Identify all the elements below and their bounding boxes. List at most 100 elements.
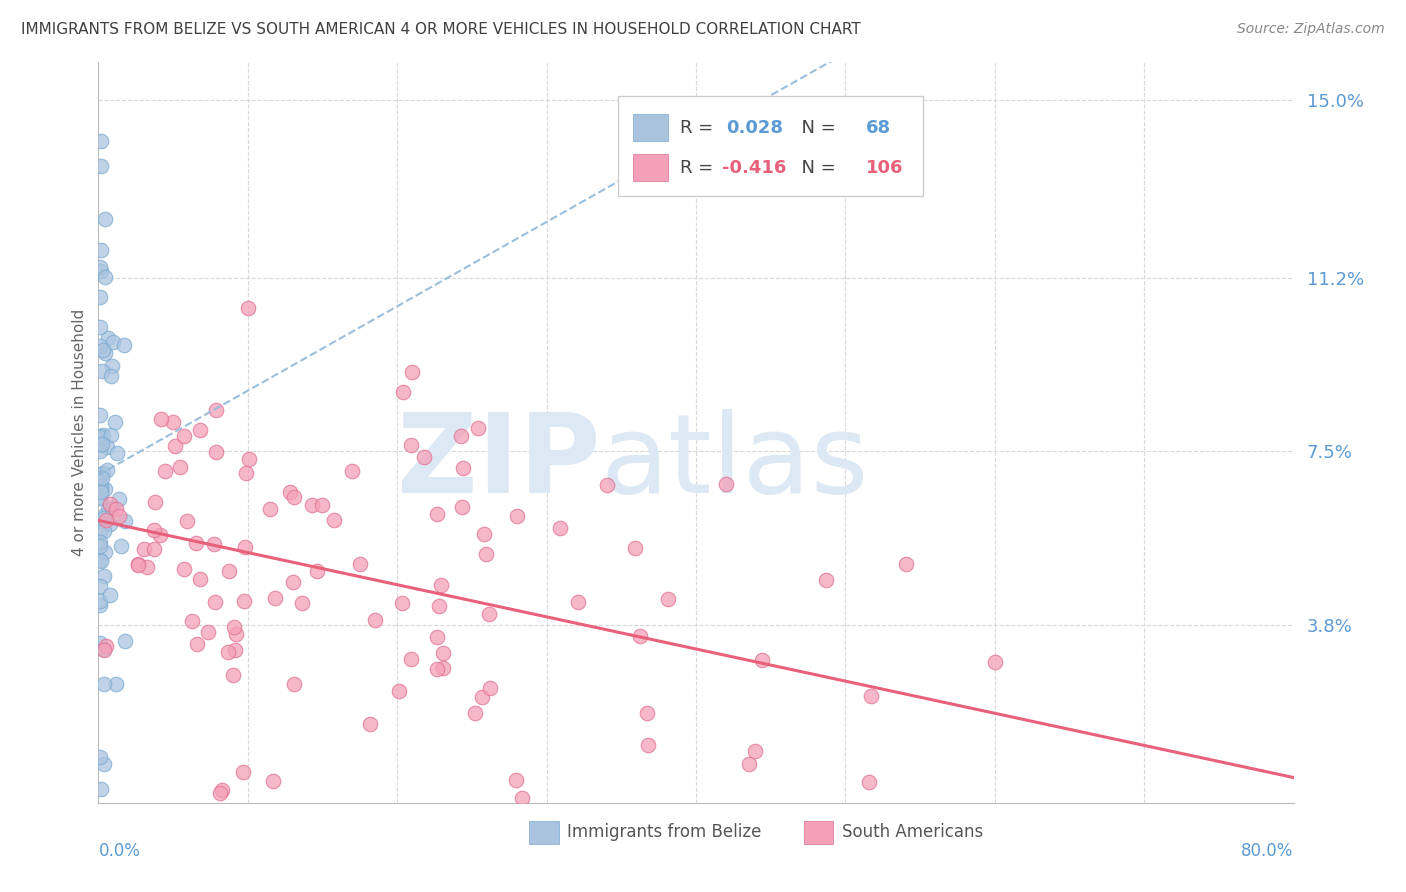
Point <box>464 706 486 720</box>
Point <box>208 786 231 800</box>
Point <box>188 423 211 437</box>
Point <box>142 523 165 537</box>
Point <box>94 544 117 558</box>
Point <box>97 331 120 345</box>
Point <box>90 134 112 148</box>
Point <box>218 564 240 578</box>
Point <box>93 524 115 539</box>
Point <box>93 642 115 657</box>
Point <box>399 651 422 665</box>
Point <box>153 463 176 477</box>
Point <box>307 565 329 579</box>
Point <box>108 491 131 506</box>
Point <box>291 596 314 610</box>
Point <box>90 437 112 451</box>
Point <box>858 774 880 789</box>
Text: ZIP: ZIP <box>396 409 600 516</box>
Point <box>90 554 112 568</box>
Point <box>90 429 112 443</box>
Point <box>100 428 122 442</box>
Point <box>205 403 228 417</box>
Point <box>283 491 305 505</box>
Point <box>96 462 118 476</box>
Point <box>93 757 115 772</box>
Point <box>94 269 117 284</box>
Point <box>105 501 128 516</box>
Point <box>197 625 219 640</box>
Point <box>283 574 305 589</box>
Point <box>90 484 112 499</box>
Text: Immigrants from Belize: Immigrants from Belize <box>567 823 761 841</box>
Point <box>636 706 658 721</box>
Point <box>94 513 117 527</box>
Point <box>204 595 226 609</box>
Point <box>238 451 260 466</box>
Point <box>89 535 111 549</box>
Text: R =: R = <box>681 119 720 136</box>
Point <box>301 498 323 512</box>
Point <box>232 765 254 780</box>
Point <box>427 599 450 614</box>
Point <box>472 527 495 541</box>
Text: 106: 106 <box>866 159 903 177</box>
Point <box>738 756 761 771</box>
Point <box>110 539 132 553</box>
Point <box>224 620 246 634</box>
Point <box>134 541 156 556</box>
Point <box>89 444 111 458</box>
Point <box>222 668 245 682</box>
Point <box>450 429 472 443</box>
Point <box>94 212 117 227</box>
Point <box>89 579 111 593</box>
Point <box>114 634 136 648</box>
Point <box>89 430 111 444</box>
Point <box>505 772 527 787</box>
Point <box>100 368 122 383</box>
Point <box>413 450 436 465</box>
Point <box>93 676 115 690</box>
Text: atlas: atlas <box>600 409 869 516</box>
Bar <box>633 114 668 141</box>
Point <box>399 438 422 452</box>
Point <box>89 540 111 554</box>
Point <box>103 335 125 350</box>
Point <box>474 547 496 561</box>
Bar <box>804 822 834 844</box>
Point <box>93 511 115 525</box>
Point <box>233 541 256 555</box>
Point <box>224 643 246 657</box>
Text: IMMIGRANTS FROM BELIZE VS SOUTH AMERICAN 4 OR MORE VEHICLES IN HOUSEHOLD CORRELA: IMMIGRANTS FROM BELIZE VS SOUTH AMERICAN… <box>21 22 860 37</box>
Point <box>235 466 257 480</box>
Point <box>202 537 225 551</box>
Point <box>322 513 344 527</box>
Point <box>714 477 737 491</box>
Point <box>751 653 773 667</box>
Point <box>149 528 172 542</box>
Point <box>186 536 208 550</box>
Point <box>169 459 191 474</box>
Point <box>98 516 121 531</box>
Point <box>89 260 111 275</box>
Point <box>426 662 449 676</box>
Point <box>91 467 114 481</box>
Point <box>89 524 111 538</box>
Point <box>637 739 659 753</box>
Point <box>391 596 413 610</box>
Point <box>93 642 115 657</box>
Point <box>510 791 533 805</box>
Text: R =: R = <box>681 159 720 177</box>
Point <box>283 677 305 691</box>
Point <box>657 592 679 607</box>
Point <box>90 159 112 173</box>
Point <box>91 470 114 484</box>
Text: 0.0%: 0.0% <box>98 842 141 860</box>
Point <box>392 384 415 399</box>
Point <box>90 781 112 796</box>
Point <box>624 541 647 555</box>
Point <box>91 343 114 357</box>
Point <box>359 716 381 731</box>
Point <box>89 339 111 353</box>
Text: South Americans: South Americans <box>842 823 983 841</box>
Point <box>90 479 112 493</box>
Point <box>430 578 453 592</box>
